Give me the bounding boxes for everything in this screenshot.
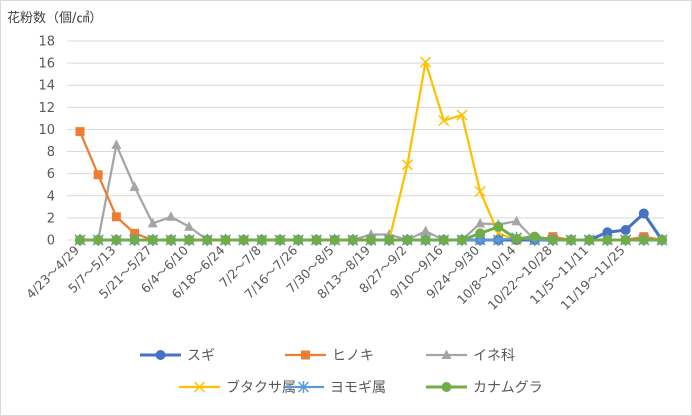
y-tick-label: 10 bbox=[38, 123, 55, 138]
data-point bbox=[475, 228, 486, 239]
y-tick-label: 18 bbox=[38, 35, 55, 50]
y-tick-label: 0 bbox=[47, 234, 55, 249]
data-point bbox=[275, 235, 286, 245]
y-tick-label: 14 bbox=[38, 79, 55, 94]
data-point bbox=[547, 235, 558, 245]
data-point bbox=[402, 235, 413, 245]
data-point bbox=[184, 221, 195, 231]
legend-label: スギ bbox=[187, 348, 215, 364]
legend-entry: ヒノキ bbox=[285, 348, 374, 364]
data-point bbox=[184, 235, 195, 245]
y-tick-label: 8 bbox=[47, 145, 55, 160]
legend-marker bbox=[297, 381, 310, 393]
legend-label: カナムグラ bbox=[473, 380, 543, 396]
series-6 bbox=[75, 221, 667, 245]
legend-label: イネ科 bbox=[473, 348, 515, 364]
y-tick-label: 4 bbox=[47, 189, 55, 204]
data-point bbox=[256, 235, 267, 245]
data-point bbox=[165, 235, 176, 245]
legend-marker bbox=[301, 350, 310, 360]
data-point bbox=[165, 211, 176, 221]
legend-entry: スギ bbox=[140, 348, 215, 364]
data-point bbox=[493, 221, 504, 232]
y-tick-label: 6 bbox=[47, 167, 55, 182]
y-axis-ticks: 0 2 4 6 8 10 12 14 16 18 bbox=[38, 35, 55, 249]
data-point bbox=[238, 235, 249, 245]
data-point bbox=[293, 235, 304, 245]
legend-marker bbox=[193, 381, 206, 393]
legend-marker bbox=[441, 382, 452, 392]
data-point bbox=[329, 235, 340, 245]
y-tick-label: 2 bbox=[47, 211, 55, 226]
series-line bbox=[78, 131, 663, 242]
y-tick-label: 16 bbox=[38, 57, 55, 72]
data-point bbox=[401, 159, 413, 171]
y-tick-label: 12 bbox=[38, 101, 55, 116]
legend-label: ヨモギ属 bbox=[330, 380, 386, 396]
data-point bbox=[475, 217, 486, 228]
data-point bbox=[129, 181, 140, 191]
data-point bbox=[111, 235, 122, 245]
y-unit-label: 花粉数（個/㎠） bbox=[7, 11, 103, 26]
data-point bbox=[311, 235, 322, 245]
data-point bbox=[438, 235, 449, 245]
data-point bbox=[584, 235, 595, 245]
data-point bbox=[202, 235, 213, 245]
x-axis: 4/23～4/295/7～5/135/21～5/276/4～6/106/18～6… bbox=[23, 242, 628, 312]
legend-marker bbox=[441, 349, 452, 359]
series-2 bbox=[75, 127, 667, 245]
legend-entry: ヨモギ属 bbox=[283, 380, 386, 396]
legend-label: ヒノキ bbox=[332, 348, 374, 364]
data-point bbox=[511, 233, 522, 244]
legend-entry: カナムグラ bbox=[426, 380, 543, 396]
data-point bbox=[420, 56, 432, 68]
data-point bbox=[511, 215, 522, 226]
data-point bbox=[602, 235, 613, 245]
data-point bbox=[111, 212, 121, 222]
data-point bbox=[220, 235, 231, 245]
data-point bbox=[638, 208, 649, 219]
data-point bbox=[130, 228, 140, 238]
data-point bbox=[93, 235, 104, 245]
data-point bbox=[147, 235, 158, 245]
data-point bbox=[566, 235, 577, 245]
legend-marker bbox=[155, 350, 166, 360]
grid-lines bbox=[67, 40, 664, 241]
data-point bbox=[657, 235, 667, 245]
x-tick-label: 11/19～11/25 bbox=[557, 243, 627, 313]
data-point bbox=[438, 115, 450, 127]
legend-entry: ブタクサ属 bbox=[179, 379, 296, 396]
series-line bbox=[80, 60, 662, 242]
series-line bbox=[80, 143, 662, 242]
data-point bbox=[75, 127, 85, 137]
data-point bbox=[111, 139, 122, 149]
data-point bbox=[620, 235, 631, 245]
data-point bbox=[638, 235, 649, 245]
data-point bbox=[420, 235, 431, 245]
data-point bbox=[93, 170, 103, 180]
data-point bbox=[456, 235, 467, 245]
data-point bbox=[147, 217, 158, 228]
legend-label: ブタクサ属 bbox=[226, 379, 296, 396]
series-3 bbox=[75, 139, 667, 244]
data-point bbox=[347, 235, 358, 245]
data-point bbox=[620, 225, 631, 236]
data-point bbox=[474, 185, 486, 197]
legend-entry: イネ科 bbox=[426, 348, 515, 364]
data-point bbox=[384, 235, 395, 245]
data-point bbox=[456, 109, 468, 121]
data-point bbox=[529, 231, 540, 242]
data-point bbox=[366, 235, 376, 245]
series-layer bbox=[74, 56, 668, 246]
data-point bbox=[420, 225, 431, 236]
data-point bbox=[492, 234, 504, 246]
data-point bbox=[129, 235, 140, 245]
data-point bbox=[75, 235, 85, 245]
